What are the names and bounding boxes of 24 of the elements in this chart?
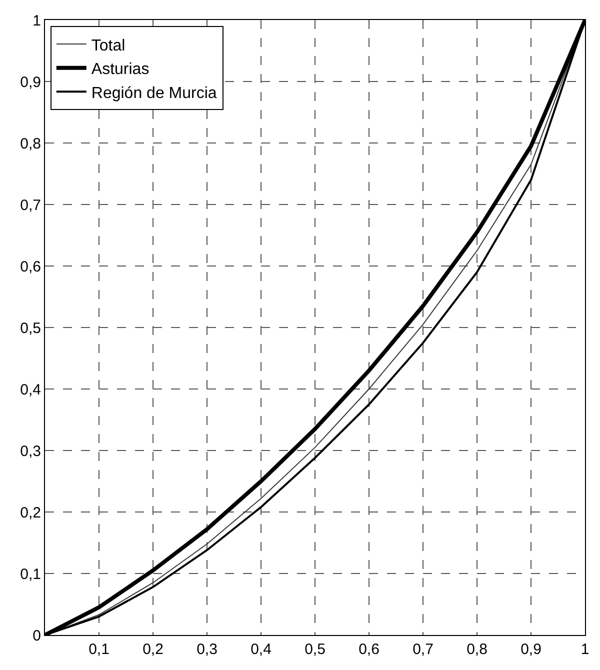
- x-tick-label: 0,3: [196, 641, 218, 658]
- y-tick-label: 0,7: [20, 196, 41, 214]
- x-tick-label: 0,4: [250, 641, 272, 658]
- x-tick-label: 0,8: [466, 641, 488, 658]
- y-tick-label: 0,9: [20, 74, 41, 91]
- x-tick-label: 1: [580, 641, 590, 658]
- y-tick-label: 0,4: [20, 381, 41, 398]
- x-tick-label: 0,7: [412, 641, 434, 658]
- x-tick-label: 0,2: [142, 641, 164, 658]
- x-tick-label: 0,5: [304, 641, 326, 658]
- y-tick-label: 0,2: [20, 504, 41, 522]
- y-tick-label: 1: [32, 12, 41, 30]
- x-tick-label: 0,1: [88, 641, 110, 658]
- x-tick-label: 0,6: [358, 641, 380, 658]
- y-tick-label: 0,6: [20, 258, 41, 276]
- legend-label: Asturias: [91, 61, 150, 78]
- y-tick-label: 0,5: [20, 320, 41, 337]
- legend-label: Total: [91, 37, 126, 54]
- y-tick-label: 0,1: [20, 566, 41, 583]
- legend-label: Región de Murcia: [91, 84, 217, 102]
- y-tick-label: 0,3: [20, 442, 41, 460]
- x-tick-label: 0,9: [520, 641, 542, 658]
- y-tick-label: 0: [32, 627, 41, 644]
- y-tick-label: 0,8: [20, 135, 41, 152]
